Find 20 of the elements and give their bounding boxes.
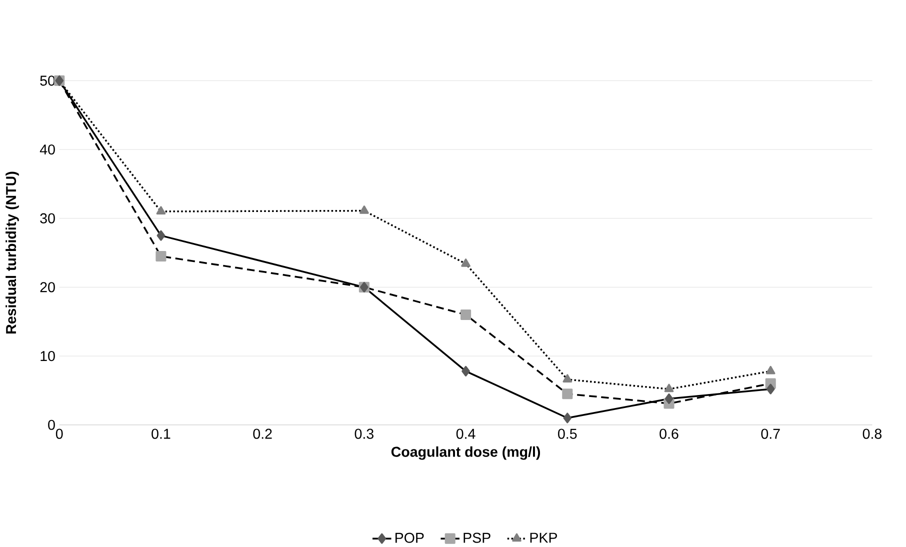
x-tick-label: 0.3 bbox=[354, 428, 374, 440]
x-tick-label: 0.4 bbox=[456, 428, 476, 440]
y-tick-label: 20 bbox=[40, 282, 55, 292]
legend-label: PKP bbox=[530, 532, 557, 543]
x-tick-label: 0 bbox=[56, 428, 63, 440]
legend-label: PSP bbox=[464, 532, 490, 544]
legend-label: POP bbox=[396, 532, 424, 544]
y-tick-label: 50 bbox=[40, 76, 55, 86]
x-tick-label: 0.1 bbox=[152, 428, 170, 440]
y-axis-title: Residual turbidity (NTU) bbox=[6, 172, 19, 334]
y-tick-label: 10 bbox=[40, 351, 55, 362]
y-tick-label: 30 bbox=[40, 213, 55, 224]
x-tick-label: 0.5 bbox=[558, 428, 577, 440]
x-axis-title: Coagulant dose (mg/l) bbox=[391, 446, 540, 460]
x-tick-label: 0.7 bbox=[761, 428, 780, 440]
x-tick-label: 0.8 bbox=[862, 428, 882, 440]
y-tick-label: 0 bbox=[48, 420, 55, 430]
y-tick-label: 40 bbox=[40, 144, 55, 155]
x-tick-label: 0.6 bbox=[660, 428, 678, 440]
x-tick-label: 0.2 bbox=[253, 428, 272, 440]
